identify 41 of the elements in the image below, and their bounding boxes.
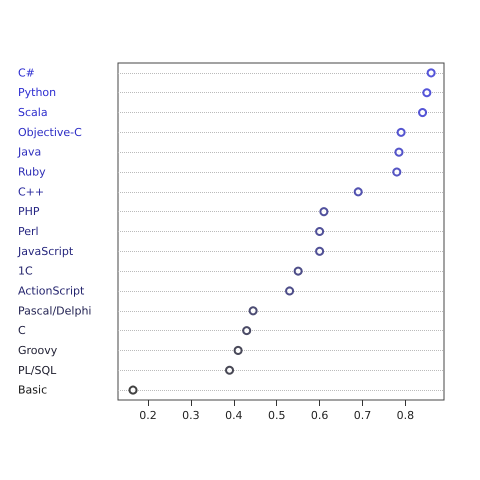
point	[128, 386, 138, 395]
y-tick-label: Perl	[18, 225, 39, 238]
y-tick-label: Groovy	[18, 344, 58, 357]
x-tick-label: 0.2	[139, 409, 157, 422]
x-tick-label: 0.8	[396, 409, 414, 422]
point	[285, 286, 294, 296]
point	[418, 108, 428, 118]
point	[248, 306, 258, 316]
x-tick-label: 0.5	[268, 409, 286, 422]
point	[392, 168, 402, 177]
point	[315, 246, 324, 256]
y-tick-label: JavaScript	[17, 244, 74, 258]
y-tick-label: PHP	[18, 205, 40, 218]
y-tick-label: Ruby	[18, 166, 46, 179]
y-tick-label: PL/SQL	[18, 364, 58, 377]
point	[294, 266, 303, 276]
x-tick-label: 0.7	[354, 409, 372, 422]
y-tick-label: Pascal/Delphi	[18, 304, 92, 318]
point	[319, 207, 328, 216]
x-tick-label: 0.3	[182, 409, 200, 422]
y-tick-label: C++	[18, 185, 44, 198]
y-tick-label: Basic	[18, 384, 48, 397]
point	[394, 148, 404, 157]
y-tick-label: Scala	[18, 106, 48, 120]
y-tick-label: Python	[18, 86, 56, 100]
y-tick-label: C#	[18, 66, 35, 80]
x-tick-label: 0.4	[225, 409, 243, 422]
y-tick-label: ActionScript	[18, 284, 86, 298]
point	[242, 326, 252, 336]
point	[225, 366, 234, 375]
point	[422, 88, 432, 98]
point	[315, 227, 324, 236]
y-tick-label: 1C	[18, 264, 33, 278]
point	[354, 187, 363, 196]
y-tick-label: Java	[17, 146, 42, 159]
point	[426, 68, 436, 78]
point	[396, 128, 406, 137]
y-tick-label: Objective-C	[18, 126, 82, 139]
point	[234, 346, 243, 355]
x-tick-label: 0.6	[310, 409, 328, 422]
y-tick-label: C	[18, 324, 26, 338]
